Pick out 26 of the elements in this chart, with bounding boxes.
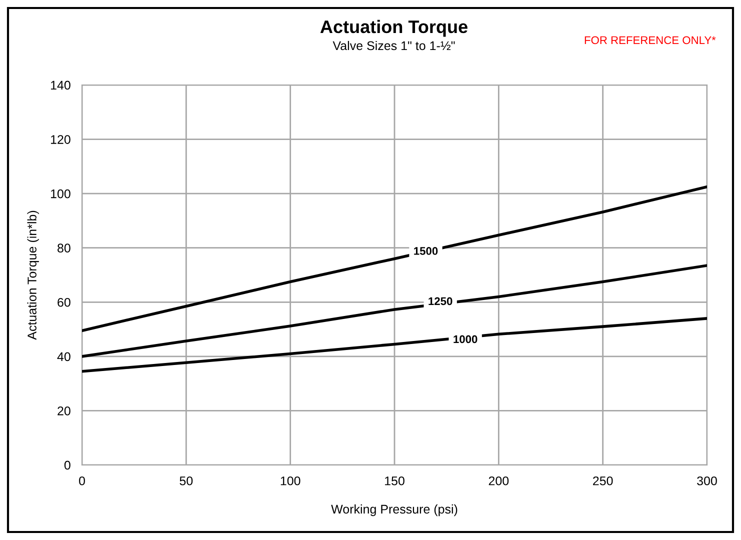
y-tick-label: 0 bbox=[64, 460, 70, 470]
y-tick-label: 100 bbox=[50, 189, 70, 198]
line-series bbox=[82, 317, 707, 373]
y-tick-label: 120 bbox=[50, 135, 70, 144]
chart-subtitle: Valve Sizes 1" to 1-½" bbox=[332, 40, 455, 50]
line-series bbox=[82, 264, 707, 358]
text: FOR REFERENCE ONLY* bbox=[584, 36, 716, 44]
y-tick-label: 60 bbox=[58, 298, 70, 307]
x-tick-label: 250 bbox=[593, 476, 613, 486]
y-axis-title: Actuation Torque (in*lb) bbox=[27, 210, 39, 340]
x-tick-label: 100 bbox=[280, 476, 300, 486]
y-tick-label: 80 bbox=[58, 244, 70, 253]
x-tick-label: 150 bbox=[385, 476, 404, 486]
annotation: 1500 bbox=[414, 247, 438, 255]
annotation: 1000 bbox=[454, 335, 478, 344]
y-tick-label: 20 bbox=[58, 406, 70, 416]
annotation: 1250 bbox=[428, 297, 452, 306]
x-tick-label: 0 bbox=[79, 476, 85, 486]
x-tick-label: 50 bbox=[180, 476, 193, 486]
x-tick-label: 200 bbox=[488, 476, 509, 486]
x-tick-label: 300 bbox=[697, 476, 717, 486]
chart-title: Actuation Torque bbox=[320, 20, 468, 37]
y-tick-label: 40 bbox=[57, 352, 70, 362]
y-tick-label: 140 bbox=[50, 80, 70, 90]
x-axis-title: Working Pressure (psi) bbox=[331, 504, 458, 516]
line-series bbox=[82, 185, 707, 332]
